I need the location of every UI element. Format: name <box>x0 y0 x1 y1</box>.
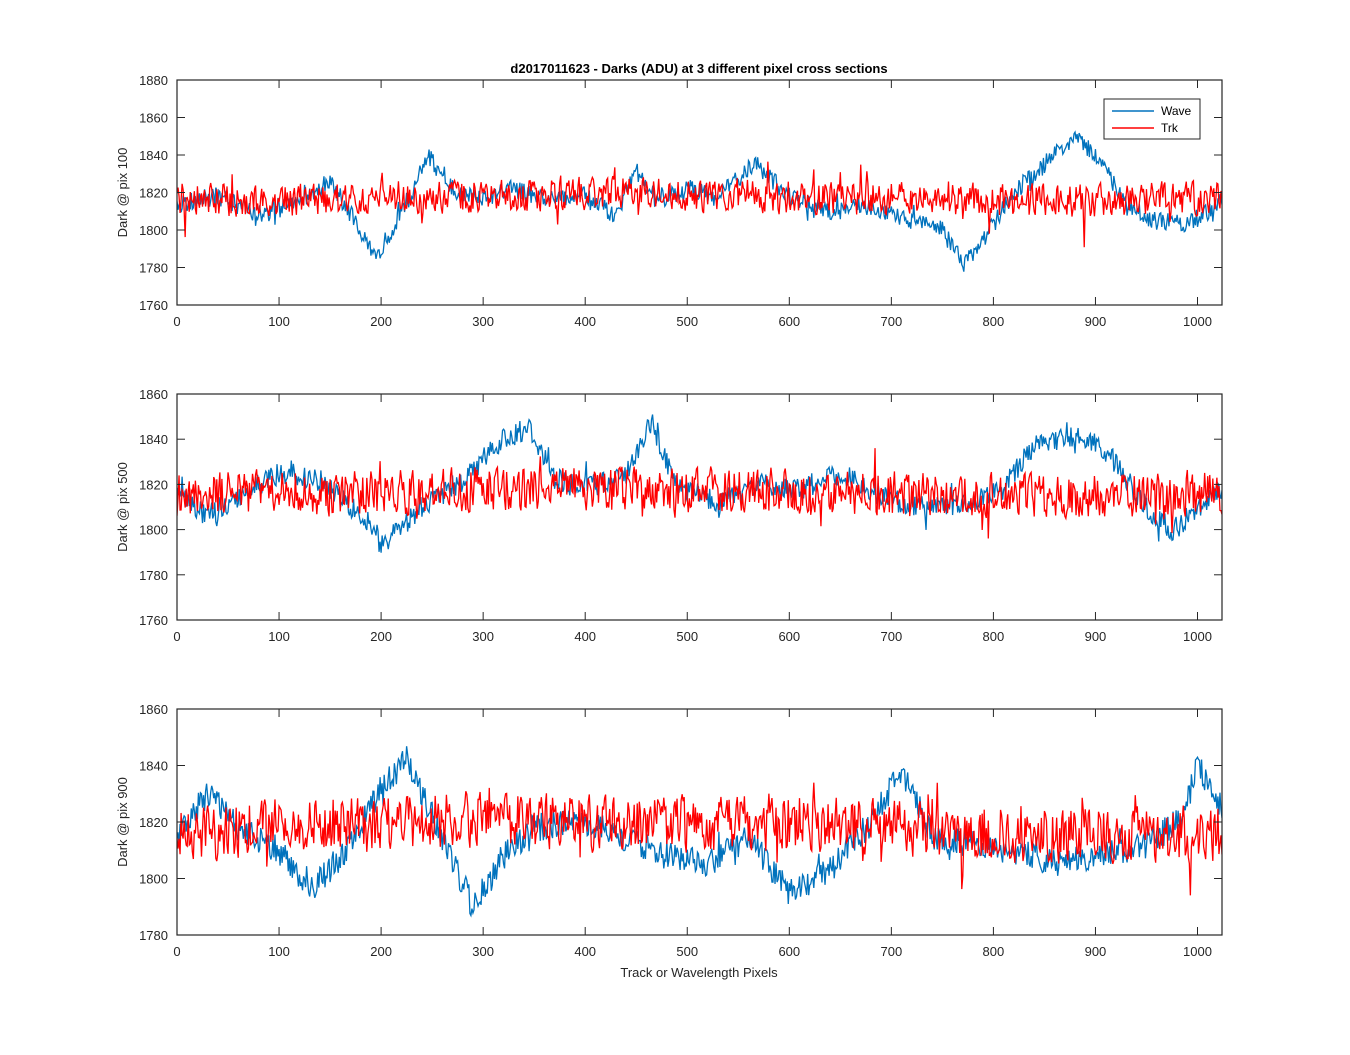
x-tick-label: 1000 <box>1183 629 1212 644</box>
y-tick-label: 1820 <box>139 186 168 201</box>
x-tick-label: 0 <box>173 314 180 329</box>
subplot-1: 0 100 200 300 400 500 600 700 800 900 1000 1760 1780… <box>115 73 1223 329</box>
y-axis-label: Dark @ pix 100 <box>115 148 130 238</box>
x-tick-label: 600 <box>778 314 800 329</box>
x-tick-label: 900 <box>1085 314 1107 329</box>
y-tick-label: 1760 <box>139 298 168 313</box>
y-tick-label: 1760 <box>139 613 168 628</box>
x-tick-label: 1000 <box>1183 944 1212 959</box>
x-tick-label: 100 <box>268 629 290 644</box>
x-tick-label: 0 <box>173 629 180 644</box>
y-tick-label: 1840 <box>139 148 168 163</box>
x-tick-label: 200 <box>370 629 392 644</box>
y-tick-label: 1880 <box>139 73 168 88</box>
y-axis-label: Dark @ pix 500 <box>115 462 130 552</box>
x-tick-label: 1000 <box>1183 314 1212 329</box>
y-tick-label: 1820 <box>139 477 168 492</box>
x-tick-label: 100 <box>268 314 290 329</box>
legend-label-trk: Trk <box>1161 121 1179 135</box>
x-tick-label: 300 <box>472 629 494 644</box>
x-tick-label: 900 <box>1085 629 1107 644</box>
y-tick-label: 1860 <box>139 111 168 126</box>
y-tick-label: 1860 <box>139 387 168 402</box>
x-tick-label: 400 <box>574 944 596 959</box>
y-tick-label: 1840 <box>139 759 168 774</box>
series-line-wave <box>177 746 1222 918</box>
y-tick-label: 1800 <box>139 223 168 238</box>
y-tick-label: 1840 <box>139 432 168 447</box>
y-tick-label: 1800 <box>139 872 168 887</box>
y-tick-label: 1780 <box>139 568 168 583</box>
axes-box <box>176 393 1223 621</box>
y-axis-label: Dark @ pix 900 <box>115 777 130 867</box>
x-tick-label: 500 <box>676 944 698 959</box>
x-tick-label: 600 <box>778 944 800 959</box>
series-line-wave <box>177 414 1222 553</box>
x-axis-label: Track or Wavelength Pixels <box>620 965 778 980</box>
x-tick-label: 300 <box>472 314 494 329</box>
series-line-wave <box>177 130 1222 272</box>
x-tick-label: 800 <box>983 629 1005 644</box>
x-tick-label: 700 <box>881 944 903 959</box>
subplot-2: 0 100 200 300 400 500 600 700 800 900 1000 1760 1780… <box>115 387 1223 644</box>
x-tick-label: 300 <box>472 944 494 959</box>
legend-label-wave: Wave <box>1161 104 1192 118</box>
y-tick-label: 1820 <box>139 815 168 830</box>
x-tick-label: 200 <box>370 314 392 329</box>
x-tick-label: 700 <box>881 314 903 329</box>
legend: Wave Trk <box>1103 98 1201 140</box>
y-tick-label: 1780 <box>139 928 168 943</box>
y-tick-label: 1780 <box>139 261 168 276</box>
series-line-trk <box>177 448 1222 539</box>
x-tick-label: 500 <box>676 629 698 644</box>
x-tick-label: 400 <box>574 314 596 329</box>
chart-title: d2017011623 - Darks (ADU) at 3 different… <box>510 61 887 76</box>
legend-box <box>1103 98 1201 140</box>
x-tick-label: 100 <box>268 944 290 959</box>
x-tick-label: 400 <box>574 629 596 644</box>
x-tick-label: 800 <box>983 314 1005 329</box>
x-tick-label: 600 <box>778 629 800 644</box>
series-line-trk <box>177 782 1222 896</box>
series-line-trk <box>177 161 1222 248</box>
subplot-3: 0 100 200 300 400 500 600 700 800 900 1000 1780 1800… <box>115 702 1223 959</box>
y-tick-label: 1800 <box>139 523 168 538</box>
x-tick-label: 900 <box>1085 944 1107 959</box>
y-tick-label: 1860 <box>139 702 168 717</box>
x-tick-label: 200 <box>370 944 392 959</box>
x-tick-label: 700 <box>881 629 903 644</box>
x-tick-label: 500 <box>676 314 698 329</box>
x-tick-label: 800 <box>983 944 1005 959</box>
x-tick-label: 0 <box>173 944 180 959</box>
